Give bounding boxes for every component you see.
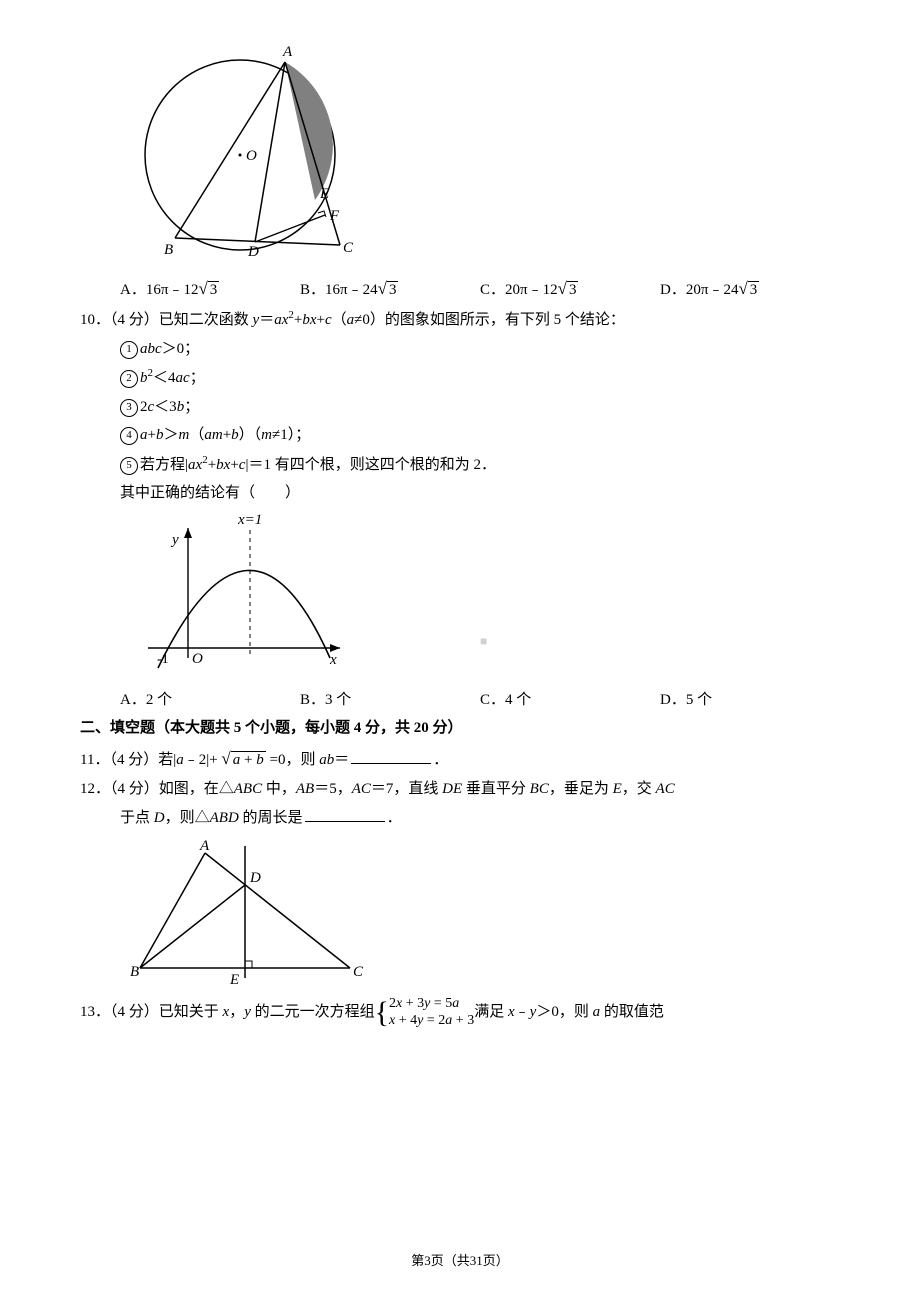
q12-right-angle (245, 961, 252, 968)
q9-label-B: B (164, 242, 173, 258)
q10-stem: 10．（4 分）已知二次函数 y＝ax2+bx+c（a≠0）的图象如图所示，有下… (80, 305, 840, 335)
q12-label-E: E (229, 972, 239, 988)
q12-label-C: C (353, 964, 364, 980)
q9-option-A: A．16π﹣12√3 (120, 273, 300, 305)
q10-item-1: 1abc＞0； (80, 335, 840, 364)
q12-label-D: D (249, 870, 261, 886)
q9-DF (255, 215, 325, 242)
q9-option-D: D．20π﹣24√3 (660, 273, 840, 305)
q13-line: 13．（4 分）已知关于 x，y 的二元一次方程组{2x + 3y = 5ax … (80, 996, 840, 1030)
q10-y-arrow (184, 528, 192, 538)
q10-label-minus1: -1 (157, 652, 169, 667)
q9-label-O: O (246, 148, 257, 164)
q10-option-D: D．5 个 (660, 686, 840, 715)
section2-title: 二、填空题（本大题共 5 个小题，每小题 4 分，共 20 分） (80, 714, 840, 743)
q13-eq2: x + 4y = 2a + 3 (389, 1013, 474, 1028)
q9-shaded (285, 62, 333, 200)
q9-center-dot (239, 154, 242, 157)
q12-figure: A B C D E (130, 838, 370, 988)
q10-graph: x=1 y x O -1 (130, 508, 350, 678)
q9-label-D: D (247, 244, 259, 260)
q9-option-C: C．20π﹣12√3 (480, 273, 660, 305)
q10-options-row: A．2 个 B．3 个 C．4 个 D．5 个 (80, 686, 840, 715)
q9-options-row: A．16π﹣12√3 B．16π﹣24√3 C．20π﹣12√3 D．20π﹣2… (80, 273, 840, 305)
q11-line: 11．（4 分）若|a﹣2|+ √a + b =0，则 ab＝． (80, 743, 840, 775)
pale-mark: ■ (480, 630, 487, 653)
q12-label-B: B (130, 964, 139, 980)
q9-figure: A B C D E F O (120, 40, 375, 265)
q9-label-E: E (319, 186, 329, 202)
q11-blank (351, 763, 431, 764)
q10-option-A: A．2 个 (120, 686, 300, 715)
q9-AB (175, 62, 285, 238)
q10-label-O: O (192, 651, 203, 667)
q10-label-x: x (329, 652, 337, 668)
q12-line2: 于点 D，则△ABD 的周长是． (80, 804, 840, 833)
q9-AD (255, 62, 285, 242)
q10-label-y: y (170, 532, 179, 548)
q10-item-3: 32c＜3b； (80, 393, 840, 422)
q10-x-arrow (330, 644, 340, 652)
q12-AB (140, 853, 205, 968)
q10-label-x1: x=1 (237, 512, 262, 528)
q12-label-A: A (199, 838, 210, 854)
q10-prefix: 10．（4 分）已知二次函数 (80, 312, 253, 328)
q12-line1: 12．（4 分）如图，在△ABC 中，AB＝5，AC＝7，直线 DE 垂直平分 … (80, 775, 840, 804)
q9-label-F: F (329, 208, 340, 224)
q12-blank (305, 821, 385, 822)
q12-BD (140, 885, 245, 968)
q10-option-B: B．3 个 (300, 686, 480, 715)
q13-eq1: 2x + 3y = 5a (389, 996, 459, 1011)
page-footer: 第3页（共31页） (0, 1249, 920, 1274)
q9-option-B: B．16π﹣24√3 (300, 273, 480, 305)
q10-item-4: 4a+b＞m（am+b）（m≠1）； (80, 421, 840, 450)
q10-item-5: 5若方程|ax2+bx+c|＝1 有四个根，则这四个根的和为 2． (80, 450, 840, 480)
q10-closing: 其中正确的结论有（ ） (80, 479, 840, 508)
q10-suffix: 的图象如图所示，有下列 5 个结论： (385, 312, 625, 328)
q9-label-C: C (343, 240, 354, 256)
q9-label-A: A (282, 44, 293, 60)
q10-option-C: C．4 个 (480, 686, 660, 715)
q12-AC (205, 853, 350, 968)
q10-parabola (158, 570, 330, 668)
q10-item-2: 2b2＜4ac； (80, 363, 840, 393)
